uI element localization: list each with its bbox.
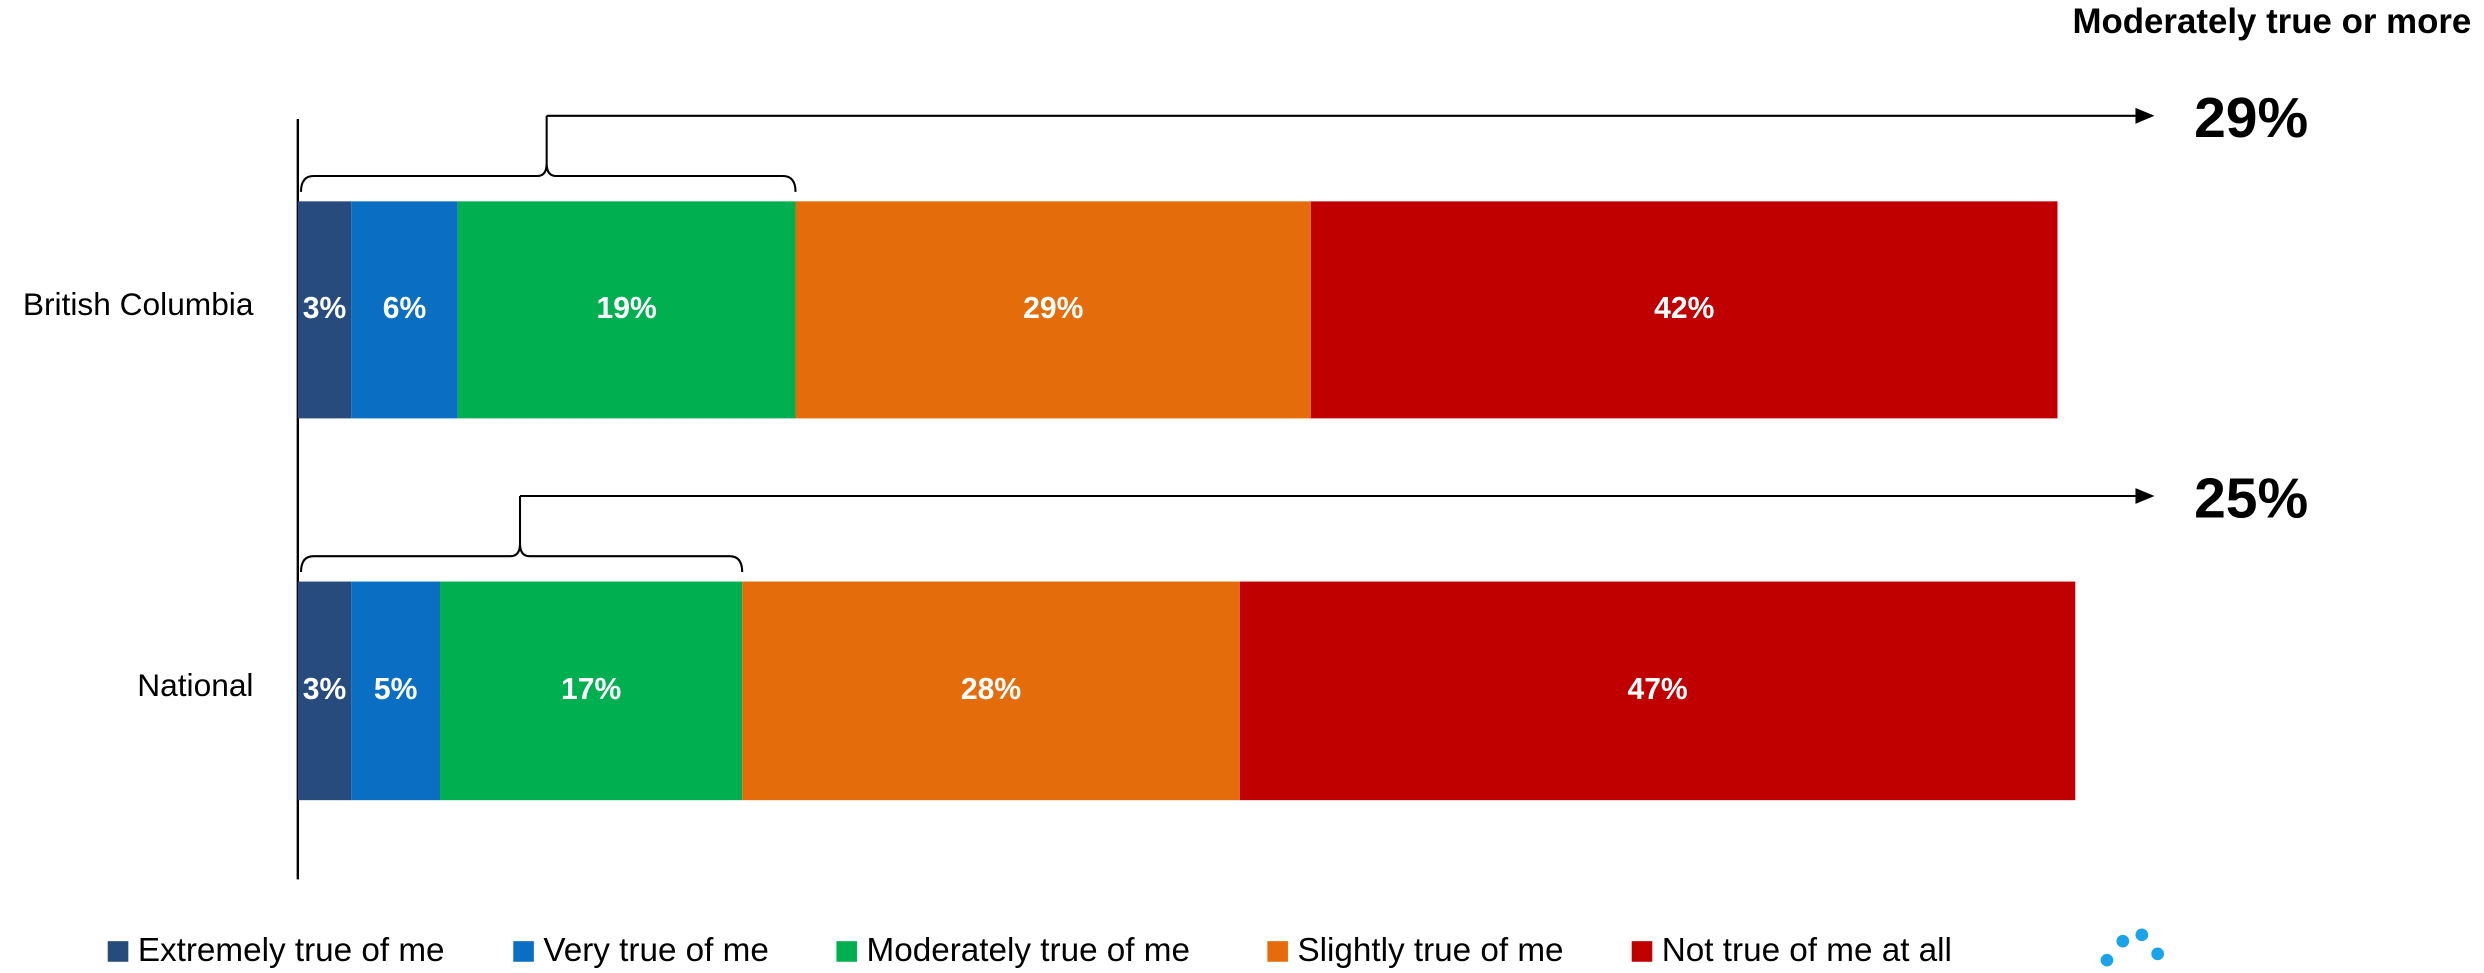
bar-segment (457, 201, 796, 419)
data-label: 6% (383, 292, 426, 325)
data-label: 3% (303, 673, 346, 706)
summary-title: Moderately true or more (2072, 2, 2471, 41)
legend-label: Moderately true of me (867, 932, 1190, 969)
category-label: National (137, 667, 253, 703)
data-label: 47% (1627, 673, 1687, 706)
data-label: 3% (303, 292, 346, 325)
legend-swatch (836, 941, 858, 962)
data-label: 17% (561, 673, 621, 706)
legend-label: Extremely true of me (138, 932, 445, 969)
arrow-head (2135, 488, 2155, 504)
data-label: 29% (1023, 292, 1083, 325)
legend-label: Very true of me (543, 932, 768, 969)
legend-label: Not true of me at all (1662, 932, 1952, 969)
legend-swatch (1631, 941, 1653, 962)
bar-segment (351, 581, 441, 801)
arrow-head (2135, 107, 2155, 124)
data-label: 19% (597, 292, 657, 325)
logo (2100, 928, 2164, 967)
data-label: 5% (374, 673, 417, 706)
bar-segment (440, 581, 743, 801)
bar-segment (1310, 201, 2058, 419)
data-label: 28% (961, 673, 1021, 706)
legend-label: Slightly true of me (1297, 932, 1563, 969)
legend-swatch (107, 941, 129, 962)
legend-swatch (1267, 941, 1288, 962)
category-label: British Columbia (23, 286, 254, 322)
summary-value: 29% (2194, 86, 2308, 150)
data-label: 42% (1654, 292, 1714, 325)
bar-segment (795, 201, 1311, 419)
bar-segment (297, 201, 352, 419)
legend-swatch (513, 941, 534, 962)
summary-value: 25% (2194, 466, 2308, 530)
bar-segment (351, 201, 458, 419)
bracket (299, 496, 744, 573)
bar-segment (297, 581, 352, 801)
bar-segment (742, 581, 1240, 801)
bracket (299, 115, 797, 192)
bar-segment (1239, 581, 2076, 801)
